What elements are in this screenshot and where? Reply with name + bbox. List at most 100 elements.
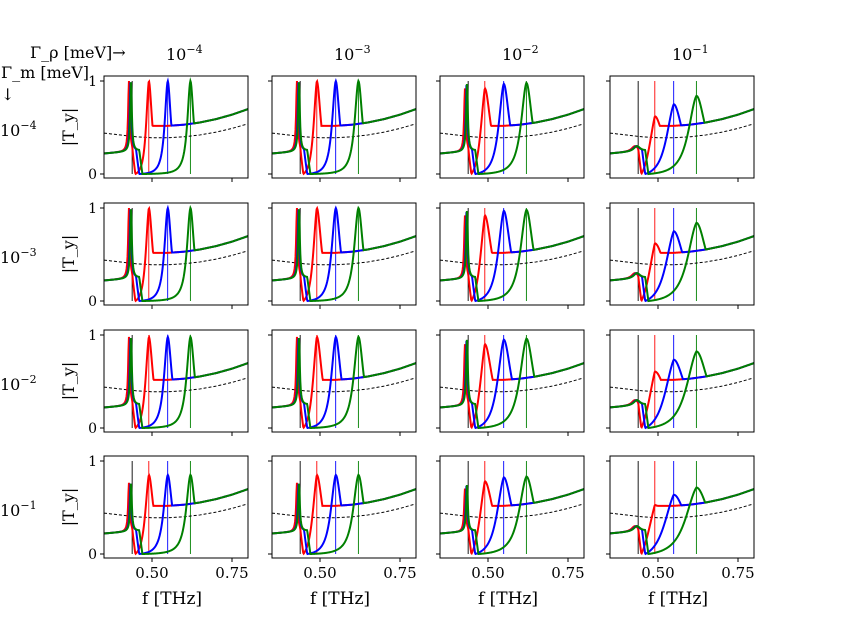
subplot-r0-c3 <box>606 75 755 182</box>
row-title-3: 10−1 <box>0 499 37 520</box>
series-line-red <box>610 362 754 430</box>
axes-frame <box>609 202 755 306</box>
subplot-grid: 0 1 |T_y| 0 1 |T_y| 0 1 |T_y| 0 1 0.50 0.75 |T_y|f [T… <box>59 74 755 609</box>
column-title-3: 10−1 <box>672 43 709 64</box>
plot-area <box>104 333 248 430</box>
series-line-blue <box>610 488 754 556</box>
plot-area <box>440 81 584 176</box>
series-line-green <box>104 77 248 176</box>
subplot-r1-c0: 0 1 |T_y| <box>59 201 249 310</box>
subplot-r1-c3 <box>606 202 755 309</box>
subplot-r2-c1 <box>268 329 417 436</box>
column-header-label: Γ_ρ [meV]→ <box>30 43 126 62</box>
series-line-blue <box>104 204 248 303</box>
series-line-blue <box>104 77 248 176</box>
series-line-green <box>440 208 584 303</box>
axes-frame <box>439 329 585 433</box>
plot-area <box>440 335 584 430</box>
x-axis-label: f [THz] <box>310 589 370 609</box>
dashed-reference-line <box>272 250 416 266</box>
subplot-r0-c0: 0 1 |T_y| <box>59 74 249 183</box>
plot-area <box>610 208 754 303</box>
series-line-red <box>610 108 754 176</box>
column-title-exp: −2 <box>522 43 538 56</box>
series-line-green <box>104 472 248 556</box>
series-line-blue <box>104 333 248 430</box>
column-title-1: 10−3 <box>334 43 371 64</box>
column-title-base: 10 <box>166 45 186 64</box>
plot-area <box>272 77 416 176</box>
row-title-exp: −4 <box>20 119 36 132</box>
subplot-r2-c2 <box>436 329 585 436</box>
series-line-red <box>440 342 584 430</box>
x-tick-label: 0.50 <box>471 564 504 582</box>
dashed-reference-line <box>610 503 754 519</box>
dashed-reference-line <box>610 250 754 266</box>
y-tick-label: 0 <box>88 294 97 310</box>
series-line-red <box>272 205 416 303</box>
col-header-text: Γ_ρ [meV]→ <box>30 43 126 62</box>
axes-frame <box>103 455 249 559</box>
y-tick-label: 1 <box>88 454 97 470</box>
x-axis-label: f [THz] <box>142 589 202 609</box>
axes-frame <box>609 75 755 179</box>
x-axis-label: f [THz] <box>648 589 708 609</box>
axes-frame <box>271 329 417 433</box>
column-title-0: 10−4 <box>166 43 203 64</box>
y-tick-label: 1 <box>88 328 97 344</box>
axes-frame <box>609 455 755 559</box>
plot-area <box>440 208 584 303</box>
subplot-r3-c0: 0 1 0.50 0.75 |T_y|f [THz] <box>59 454 249 609</box>
series-line-blue <box>272 77 416 176</box>
axes-frame <box>439 202 585 306</box>
y-axis-label: |T_y| <box>59 362 78 401</box>
row-title-1: 10−3 <box>0 246 37 267</box>
dashed-reference-line <box>272 503 416 519</box>
subplot-r1-c1 <box>268 202 417 309</box>
row-title-0: 10−4 <box>0 119 37 140</box>
x-tick-label: 0.75 <box>551 564 584 582</box>
series-line-green <box>272 78 416 176</box>
column-titles: 10−4 10−3 10−2 10−1 <box>166 43 709 64</box>
series-line-green <box>272 205 416 303</box>
column-title-exp: −4 <box>186 43 202 56</box>
subplot-r0-c2 <box>436 75 585 182</box>
row-title-base: 10 <box>0 121 20 140</box>
dashed-reference-line <box>610 377 754 393</box>
subplot-r3-c1: 0.50 0.75 f [THz] <box>268 455 417 609</box>
y-tick-label: 1 <box>88 201 97 217</box>
series-line-red <box>610 235 754 303</box>
plot-area <box>610 335 754 430</box>
subplot-r0-c1 <box>268 75 417 182</box>
series-line-blue <box>610 102 754 176</box>
row-header-text: Γ_m [meV] <box>1 63 89 82</box>
x-tick-label: 0.75 <box>721 564 754 582</box>
dashed-reference-line <box>104 123 248 139</box>
axes-frame <box>271 202 417 306</box>
row-title-base: 10 <box>0 375 20 394</box>
row-header-arrow: ↓ <box>1 85 14 104</box>
y-tick-label: 1 <box>88 74 97 90</box>
x-axis-label: f [THz] <box>478 589 538 609</box>
series-line-red <box>610 488 754 556</box>
plot-area <box>272 461 416 556</box>
series-line-blue <box>104 472 248 556</box>
plot-area <box>272 205 416 303</box>
axes-frame <box>609 329 755 433</box>
y-tick-label: 0 <box>88 547 97 563</box>
row-title-2: 10−2 <box>0 373 37 394</box>
subplot-r2-c0: 0 1 |T_y| <box>59 328 249 437</box>
plot-area <box>610 461 754 556</box>
dashed-reference-line <box>440 503 584 519</box>
axes-frame <box>439 455 585 559</box>
dashed-reference-line <box>104 377 248 393</box>
series-line-green <box>104 334 248 430</box>
axes-frame <box>271 75 417 179</box>
column-title-base: 10 <box>502 45 522 64</box>
dashed-reference-line <box>104 503 248 519</box>
subplot-r2-c3 <box>606 329 755 436</box>
dashed-reference-line <box>440 250 584 266</box>
row-title-exp: −1 <box>20 499 36 512</box>
row-title-exp: −3 <box>20 246 36 259</box>
